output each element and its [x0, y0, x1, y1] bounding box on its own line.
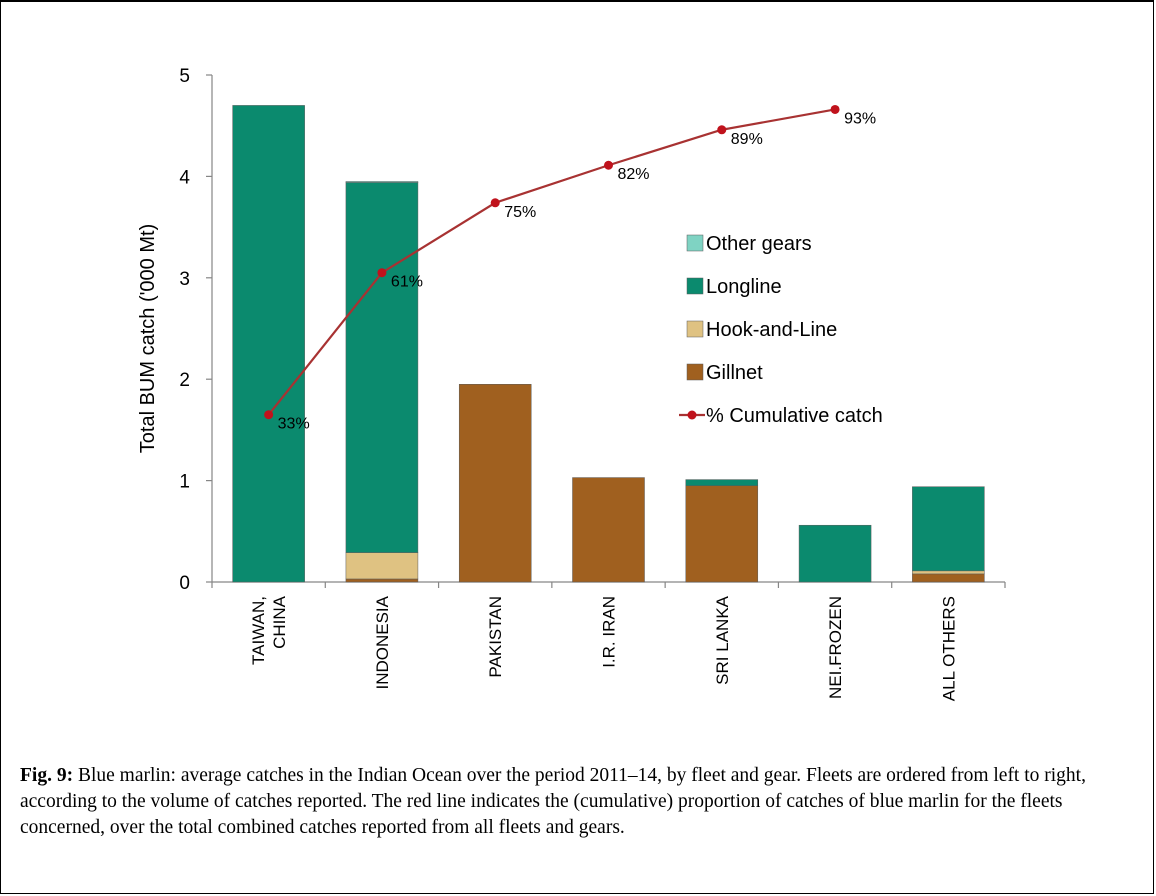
x-tick-label: TAIWAN, CHINA: [249, 595, 289, 665]
cumulative-point: [377, 268, 387, 278]
bar-gillnet: [345, 578, 419, 583]
y-tick-label: 4: [179, 167, 190, 188]
cumulative-point: [830, 104, 840, 114]
y-tick-label: 2: [179, 370, 190, 391]
y-tick-label: 5: [179, 66, 190, 87]
bar-hook-and-line: [912, 570, 985, 575]
bar-hook-and-line: [345, 552, 419, 580]
bar-gillnet: [572, 477, 645, 583]
legend-label-other-gears: Other gears: [706, 233, 812, 255]
legend-swatch-longline: [686, 277, 704, 295]
cumulative-point: [264, 410, 274, 420]
figure-caption: Fig. 9: Blue marlin: average catches in …: [20, 763, 1130, 841]
cumulative-point: [717, 125, 727, 135]
svg-text:TAIWAN,CHINA: TAIWAN, CHINA: [249, 595, 289, 665]
bar-gillnet: [685, 485, 759, 583]
caption-text: Blue marlin: average catches in the Indi…: [20, 765, 1086, 838]
bar-gillnet: [458, 384, 532, 583]
chart-axes: 0 1 2 3 4 5 TAIWAN, CHINA INDONESIA PAKISTAN I.R. …: [179, 66, 1006, 701]
legend-marker: [687, 410, 697, 420]
cumulative-point: [604, 160, 613, 170]
x-tick-label: ALL OTHERS: [939, 596, 958, 701]
bar-gillnet: [912, 573, 985, 583]
legend-swatch-other-gears: [686, 234, 704, 252]
bar-longline: [345, 182, 419, 553]
y-tick-label: 3: [179, 269, 190, 290]
svg-text:ALL OTHERS: ALL OTHERS: [939, 596, 958, 701]
y-axis-label: Total BUM catch ('000 Mt): [137, 224, 159, 453]
x-tick-label: I.R. IRAN: [600, 596, 619, 668]
cumulative-point: [490, 198, 500, 208]
y-tick-label: 0: [179, 573, 190, 594]
legend-label-cumulative-catch: % Cumulative catch: [706, 405, 883, 427]
cumulative-label: 75%: [504, 204, 536, 221]
cumulative-label: 61%: [391, 274, 423, 291]
bar-longline: [232, 105, 305, 583]
cumulative-line: 33% 61% 75% 82% 89% 93%: [264, 104, 876, 433]
bar-longline: [685, 479, 759, 486]
legend-label-longline: Longline: [706, 276, 782, 298]
x-tick-label: PAKISTAN: [486, 596, 505, 678]
svg-text:PAKISTAN: PAKISTAN: [486, 596, 505, 678]
legend-label-hook-and-line: Hook-and-Line: [706, 319, 837, 341]
y-tick-label: 1: [179, 472, 190, 493]
bar-other-gears: [345, 181, 419, 183]
svg-text:INDONESIA: INDONESIA: [373, 595, 392, 689]
cumulative-label: 89%: [731, 131, 763, 148]
svg-text:I.R. IRAN: I.R. IRAN: [600, 596, 619, 668]
chart-legend: Other gears Longline Hook-and-Line Gillnet%…: [679, 233, 883, 427]
x-tick-label: NEI.FROZEN: [826, 596, 845, 699]
caption-label: Fig. 9:: [20, 765, 74, 786]
cumulative-label: 93%: [844, 110, 876, 127]
x-tick-label: INDONESIA: [373, 595, 392, 689]
chart: 0 1 2 3 4 5 TAIWAN, CHINA INDONESIA PAKISTAN I.R. …: [137, 66, 1006, 701]
chart-bars: [232, 105, 985, 583]
legend-swatch-gillnet: [686, 363, 704, 381]
bar-longline: [912, 486, 985, 572]
svg-text:NEI.FROZEN: NEI.FROZEN: [826, 596, 845, 699]
legend-label-gillnet: Gillnet: [706, 362, 763, 384]
bar-longline: [798, 524, 872, 583]
legend-swatch-hook-and-line: [686, 320, 704, 338]
cumulative-label: 33%: [278, 416, 310, 433]
x-tick-label: SRI LANKA: [713, 595, 732, 684]
svg-text:SRI LANKA: SRI LANKA: [713, 595, 732, 684]
cumulative-label: 82%: [618, 166, 650, 183]
cumulative-line-path: [267, 108, 836, 416]
